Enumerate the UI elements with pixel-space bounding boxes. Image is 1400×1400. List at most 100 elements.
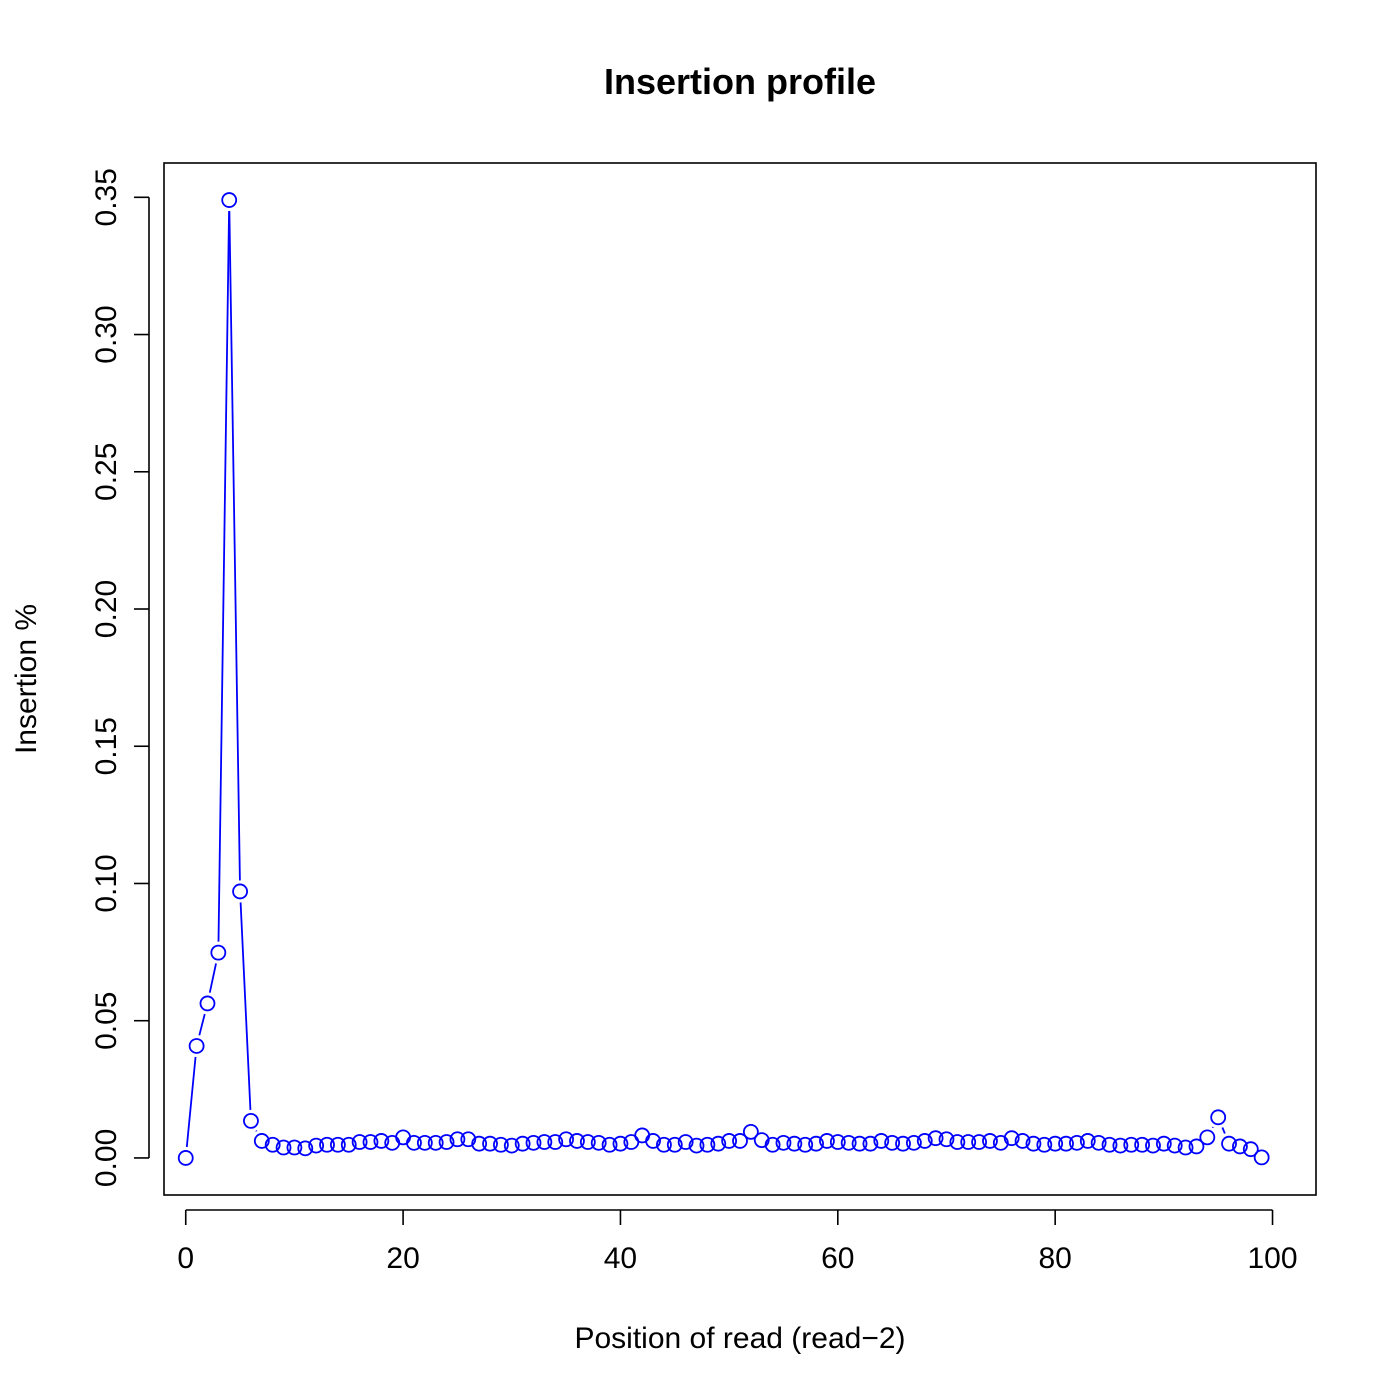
data-point bbox=[840, 1134, 857, 1151]
data-point bbox=[612, 1135, 629, 1152]
data-point bbox=[395, 1129, 411, 1146]
data-point bbox=[275, 1139, 292, 1156]
data-point bbox=[1123, 1136, 1140, 1153]
data-point bbox=[482, 1135, 498, 1152]
data-point bbox=[199, 995, 216, 1012]
data-point bbox=[862, 1135, 879, 1152]
data-point bbox=[416, 1134, 433, 1151]
y-tick-label: 0.15 bbox=[90, 717, 123, 775]
data-point bbox=[960, 1134, 977, 1150]
data-point bbox=[634, 1127, 651, 1144]
data-point bbox=[982, 1133, 998, 1149]
data-point bbox=[1079, 1133, 1096, 1149]
data-point bbox=[699, 1136, 716, 1153]
data-point bbox=[340, 1136, 357, 1153]
data-point bbox=[1003, 1130, 1020, 1147]
data-point bbox=[938, 1131, 955, 1148]
data-point bbox=[438, 1134, 455, 1150]
data-point bbox=[1058, 1135, 1074, 1152]
series-points bbox=[177, 192, 1270, 1166]
data-point bbox=[1232, 1138, 1248, 1155]
data-point bbox=[329, 1136, 346, 1153]
x-tick-label: 100 bbox=[1247, 1242, 1297, 1275]
data-point bbox=[721, 1133, 738, 1149]
data-point bbox=[905, 1134, 922, 1151]
data-point bbox=[308, 1137, 325, 1154]
x-tick-label: 40 bbox=[604, 1242, 637, 1275]
data-point bbox=[677, 1134, 694, 1150]
data-point bbox=[949, 1134, 966, 1150]
data-point bbox=[558, 1131, 575, 1148]
data-point bbox=[232, 883, 248, 900]
data-point bbox=[210, 944, 227, 961]
data-point bbox=[971, 1134, 987, 1150]
y-tick-label: 0.05 bbox=[90, 992, 123, 1050]
series-line-segment bbox=[185, 1056, 197, 1148]
data-point bbox=[1253, 1149, 1270, 1166]
data-point bbox=[373, 1133, 390, 1149]
data-point bbox=[177, 1150, 194, 1166]
data-point bbox=[297, 1140, 314, 1157]
data-point bbox=[732, 1133, 748, 1149]
x-tick-label: 0 bbox=[177, 1242, 194, 1275]
data-point bbox=[775, 1134, 792, 1151]
series-line-segment bbox=[239, 902, 252, 1110]
x-axis-label: Position of read (read−2) bbox=[574, 1322, 905, 1355]
data-point bbox=[286, 1139, 303, 1156]
series-line-segment bbox=[1221, 1127, 1226, 1134]
data-point bbox=[547, 1134, 564, 1150]
series-line-segment bbox=[208, 963, 217, 993]
data-point bbox=[449, 1131, 466, 1148]
data-point bbox=[992, 1134, 1009, 1151]
data-point bbox=[253, 1133, 270, 1149]
y-tick-label: 0.35 bbox=[90, 168, 123, 226]
data-point bbox=[471, 1135, 488, 1152]
data-point bbox=[243, 1112, 259, 1129]
chart-title: Insertion profile bbox=[604, 61, 876, 102]
data-point bbox=[1025, 1135, 1042, 1152]
data-point bbox=[764, 1136, 781, 1153]
data-point bbox=[829, 1134, 846, 1150]
data-point bbox=[493, 1136, 509, 1153]
data-point bbox=[884, 1134, 901, 1151]
data-point bbox=[569, 1133, 585, 1149]
data-point bbox=[1210, 1109, 1227, 1126]
data-point bbox=[1188, 1138, 1205, 1155]
data-point bbox=[1047, 1135, 1064, 1152]
data-point bbox=[1014, 1133, 1031, 1149]
data-point bbox=[916, 1133, 933, 1149]
x-axis: 0 20 40 60 80 100 bbox=[177, 1209, 1298, 1275]
series-line-segments bbox=[185, 211, 1226, 1148]
x-tick-label: 80 bbox=[1038, 1242, 1071, 1275]
y-axis-label: Insertion % bbox=[10, 604, 43, 754]
data-point bbox=[927, 1130, 944, 1147]
data-point bbox=[264, 1136, 281, 1153]
data-point bbox=[1242, 1141, 1259, 1158]
data-point bbox=[786, 1135, 803, 1152]
data-point bbox=[1112, 1137, 1129, 1154]
y-tick-label: 0.10 bbox=[90, 854, 123, 912]
data-point bbox=[503, 1137, 520, 1154]
data-point bbox=[427, 1134, 444, 1151]
data-point bbox=[221, 192, 238, 208]
series-line-segment bbox=[228, 211, 241, 881]
data-point bbox=[536, 1134, 553, 1150]
y-tick-label: 0.20 bbox=[90, 580, 123, 638]
data-point bbox=[808, 1135, 824, 1152]
y-tick-label: 0.00 bbox=[90, 1129, 123, 1187]
data-point bbox=[590, 1134, 607, 1151]
series-line-segment bbox=[198, 1013, 206, 1036]
data-point bbox=[319, 1136, 335, 1153]
data-point bbox=[514, 1135, 531, 1152]
data-point bbox=[1166, 1137, 1183, 1154]
plot-frame bbox=[163, 162, 1317, 1196]
data-point bbox=[601, 1136, 618, 1153]
y-axis: 0.00 0.05 0.10 0.15 0.20 0.25 0.30 0.35 bbox=[90, 168, 150, 1187]
data-point bbox=[1069, 1134, 1085, 1151]
data-point bbox=[1155, 1135, 1172, 1152]
x-tick-label: 20 bbox=[386, 1242, 419, 1275]
data-point bbox=[1199, 1129, 1216, 1146]
data-point bbox=[1090, 1134, 1107, 1151]
